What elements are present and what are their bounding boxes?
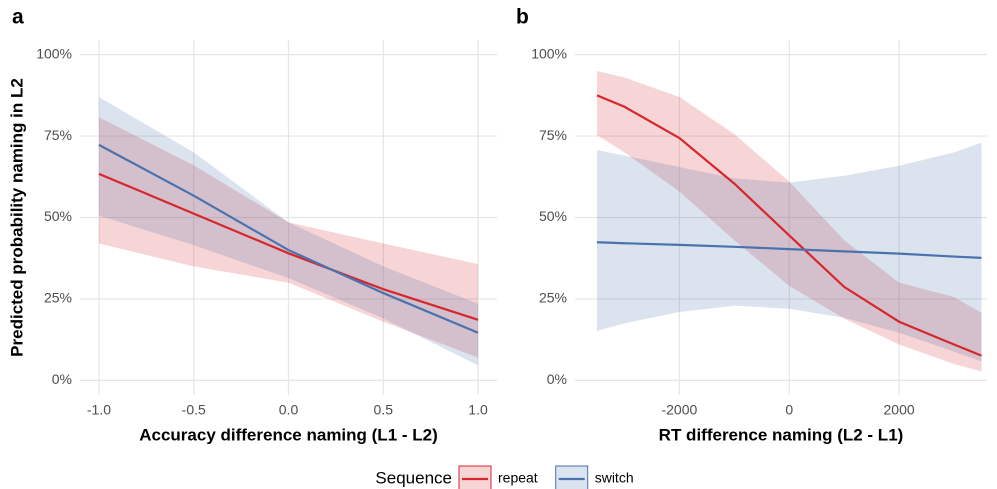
line xyxy=(98,172,479,321)
legend-key xyxy=(458,465,492,489)
panel-label: b xyxy=(516,6,529,29)
legend-label: switch xyxy=(595,470,634,486)
y-tick-label: 25% xyxy=(44,290,72,306)
x-tick-label: 0 xyxy=(785,402,793,418)
y-tick-label: 50% xyxy=(539,208,567,224)
x-tick-label: -1.0 xyxy=(87,402,111,418)
x-tick-label: 0.5 xyxy=(374,402,394,418)
x-tick-label: 1.0 xyxy=(468,402,488,418)
y-axis-title: Predicted probability naming in L2 xyxy=(7,78,26,357)
x-tick-label: 2000 xyxy=(884,402,915,418)
y-tick-label: 75% xyxy=(539,127,567,143)
x-axis-title: RT difference naming (L2 - L1) xyxy=(659,425,904,444)
confidence-band xyxy=(98,96,479,366)
x-tick-label: -0.5 xyxy=(182,402,206,418)
y-tick-label: 50% xyxy=(44,208,72,224)
legend-key xyxy=(555,465,589,489)
line xyxy=(596,94,982,357)
x-tick-label: 0.0 xyxy=(279,402,299,418)
x-tick-label: -2000 xyxy=(661,402,697,418)
panel-label: a xyxy=(12,6,24,29)
x-axis-title: Accuracy difference naming (L1 - L2) xyxy=(139,425,438,444)
y-tick-label: 100% xyxy=(36,45,72,61)
y-tick-label: 75% xyxy=(44,127,72,143)
confidence-band xyxy=(596,142,982,362)
line xyxy=(98,143,479,334)
confidence-band xyxy=(98,117,479,358)
y-tick-label: 100% xyxy=(531,45,567,61)
y-tick-label: 0% xyxy=(52,371,72,387)
line xyxy=(596,241,982,259)
y-tick-label: 0% xyxy=(547,371,567,387)
y-tick-label: 25% xyxy=(539,290,567,306)
legend-label: repeat xyxy=(498,470,538,486)
legend-title: Sequence xyxy=(375,468,452,487)
confidence-band xyxy=(596,70,982,372)
